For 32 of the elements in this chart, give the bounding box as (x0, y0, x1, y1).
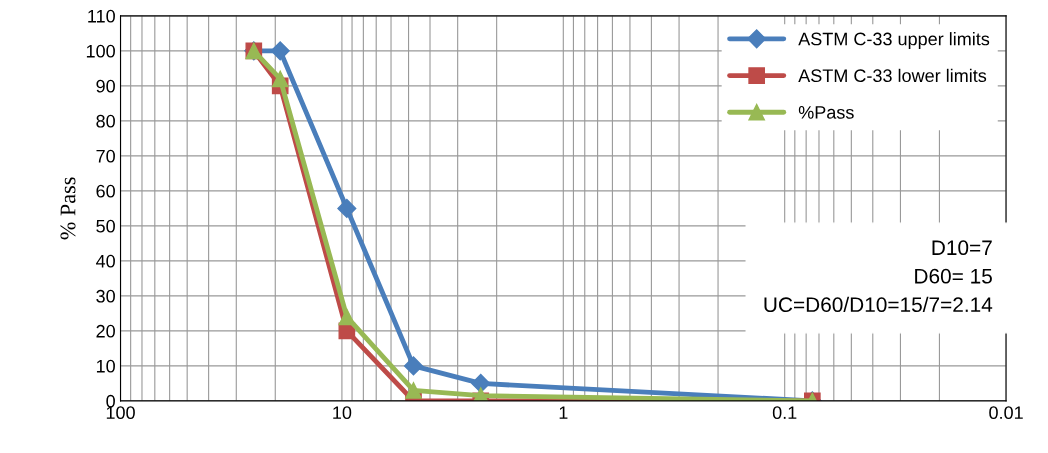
point (403, 356, 424, 376)
point (337, 198, 357, 218)
annotation: D10=7 (932, 240, 992, 256)
y-tick-label: 70 (96, 149, 115, 163)
point (270, 41, 290, 61)
annotation: UC=D60/D10=15/7=2.14 (764, 296, 993, 313)
y-tick-label: 40 (95, 254, 115, 268)
y-tick-label: 60 (96, 184, 115, 198)
legend-label: ASTM C-33 lower limits (798, 68, 987, 83)
y-tick-label: 20 (96, 324, 115, 338)
y-axis-title: % Pass (60, 177, 76, 240)
y-tick-label: 110 (88, 9, 115, 23)
point (405, 382, 422, 399)
y-tick-label: 100 (86, 44, 115, 58)
y-tick-label: 30 (96, 289, 115, 303)
y-tick-label: 80 (96, 114, 115, 128)
y-tick-label: 90 (96, 79, 115, 93)
point (271, 70, 289, 88)
x-tick-label: 100 (106, 406, 135, 420)
legend-label: ASTM C-33 upper limits (798, 32, 990, 49)
legend-label: %Pass (798, 106, 854, 119)
x-tick-label: 0.01 (989, 406, 1023, 420)
y-tick-label: 50 (96, 219, 115, 233)
x-tick-label: 0.1 (772, 406, 797, 420)
annotation: D60= 15 (915, 268, 992, 284)
point (472, 387, 490, 401)
point (471, 373, 491, 393)
x-tick-label: 1 (559, 406, 568, 419)
x-tick-label: 10 (333, 406, 352, 420)
y-tick-label: 0 (106, 394, 115, 408)
y-tick-label: 10 (96, 359, 115, 373)
point (338, 308, 356, 326)
